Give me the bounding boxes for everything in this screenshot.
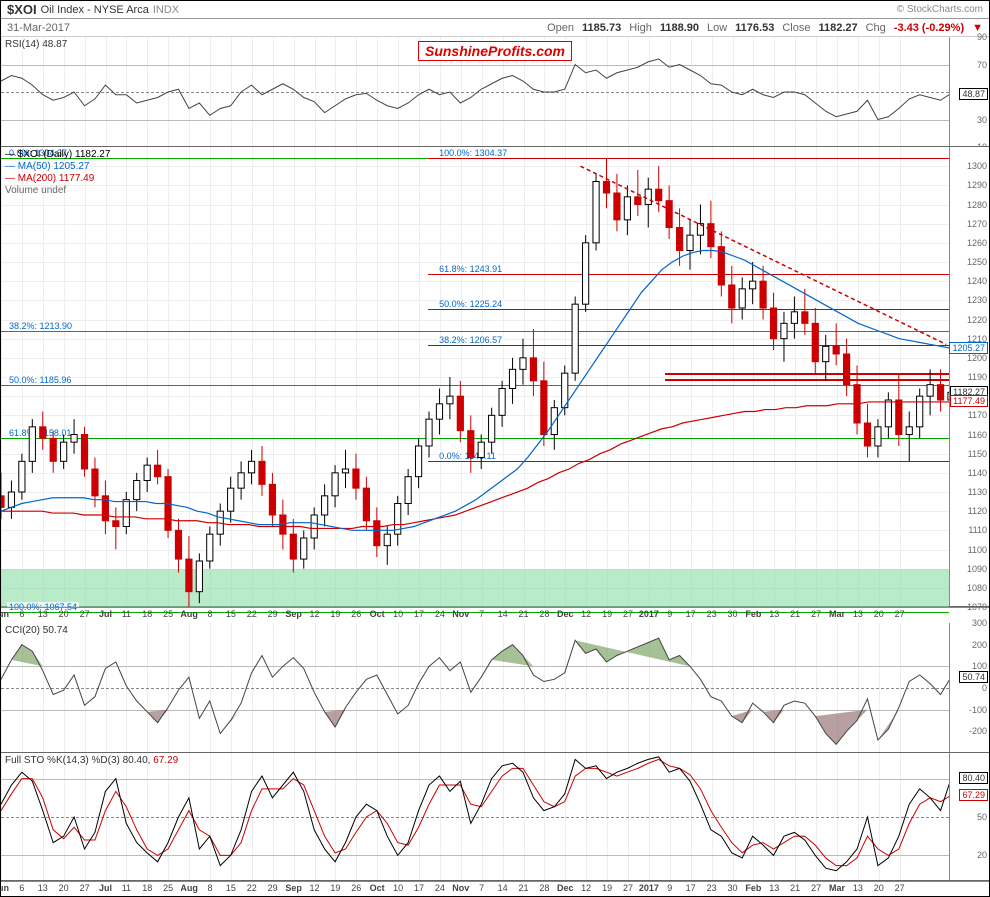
- rsi-panel: RSI(14) 48.87 SunshineProfits.com 103050…: [1, 37, 989, 147]
- rsi-label: RSI(14) 48.87: [5, 39, 67, 50]
- cci-label: CCI(20) 50.74: [5, 625, 68, 636]
- low-value: 1176.53: [735, 22, 774, 34]
- chart-date: 31-Mar-2017: [7, 22, 70, 34]
- close-value: 1182.27: [818, 22, 857, 34]
- watermark: SunshineProfits.com: [418, 41, 572, 61]
- chart-container: $XOI Oil Index - NYSE Arca INDX © StockC…: [0, 0, 990, 897]
- stochastic-panel: Full STO %K(14,3) %D(3) 80.40, 67.29 205…: [1, 753, 989, 881]
- high-value: 1188.90: [660, 22, 699, 34]
- index-name: Oil Index - NYSE Arca: [41, 4, 149, 16]
- ohlc-bar: 31-Mar-2017 Open1185.73 High1188.90 Low1…: [1, 19, 989, 37]
- open-value: 1185.73: [582, 22, 621, 34]
- stochastic-label: Full STO %K(14,3) %D(3) 80.40, 67.29: [5, 755, 178, 766]
- price-legend: — $XOI (Daily) 1182.27— MA(50) 1205.27— …: [5, 149, 110, 197]
- ticker-symbol: $XOI: [7, 2, 37, 17]
- x-axis: Jun6132027Jul111825Aug8152229Sep121926Oc…: [1, 607, 989, 623]
- x-axis-bottom: Jun6132027Jul111825Aug8152229Sep121926Oc…: [1, 881, 989, 897]
- change-value: -3.43 (-0.29%): [894, 22, 964, 34]
- index-type: INDX: [153, 4, 179, 16]
- cci-panel: CCI(20) 50.74 -200-100010020030050.74: [1, 623, 989, 753]
- attribution: © StockCharts.com: [897, 4, 983, 15]
- chart-header: $XOI Oil Index - NYSE Arca INDX © StockC…: [1, 1, 989, 19]
- price-panel: — $XOI (Daily) 1182.27— MA(50) 1205.27— …: [1, 147, 989, 607]
